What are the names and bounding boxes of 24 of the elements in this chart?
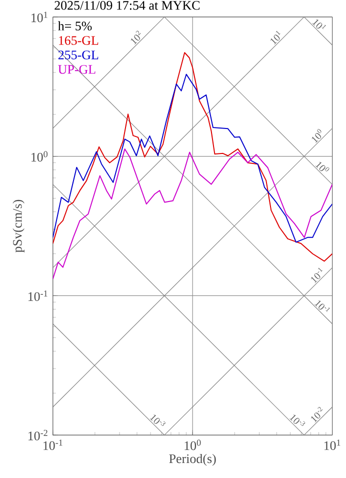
annotation: 10$^{-1}$ — [314, 300, 330, 312]
annotation: 10$^{-3}$ — [289, 414, 305, 426]
chart-title: 2025/11/09 17:54 at MYKC — [54, 1, 200, 10]
x-tick-label: 10$^{0}$ — [184, 440, 201, 450]
annotation: 10$^{0}$ — [315, 162, 330, 172]
text: 255-GL — [58, 50, 98, 60]
annotation: 10$^{1}$ — [270, 30, 280, 45]
annotation: 10$^{1}$ — [312, 19, 326, 30]
annotation: 10$^{-1}$ — [310, 268, 323, 284]
x-axis-title: Period(s) — [169, 454, 216, 466]
annotation: 10$^{-3}$ — [150, 414, 166, 426]
y-tick-label: 10$^{0}$ — [31, 151, 48, 162]
y-tick-label: 10$^{-2}$ — [28, 430, 48, 440]
annotation: 10$^{2}$ — [130, 30, 141, 45]
annotation: 10$^{-2}$ — [310, 406, 323, 423]
y-tick-label: 10$^{-1}$ — [28, 290, 48, 301]
annotation: h= 5% — [58, 21, 92, 30]
y-axis-title: pSv(cm/s) — [12, 200, 24, 252]
x-tick-label: 10$^{-1}$ — [43, 440, 62, 450]
annotation: 10$^{0}$ — [312, 129, 322, 143]
y-tick-label: 10$^{1}$ — [31, 12, 48, 22]
text: 165-GL — [58, 36, 98, 45]
x-tick-label: 10$^{1}$ — [324, 440, 340, 450]
text: UP-GL — [58, 65, 96, 74]
